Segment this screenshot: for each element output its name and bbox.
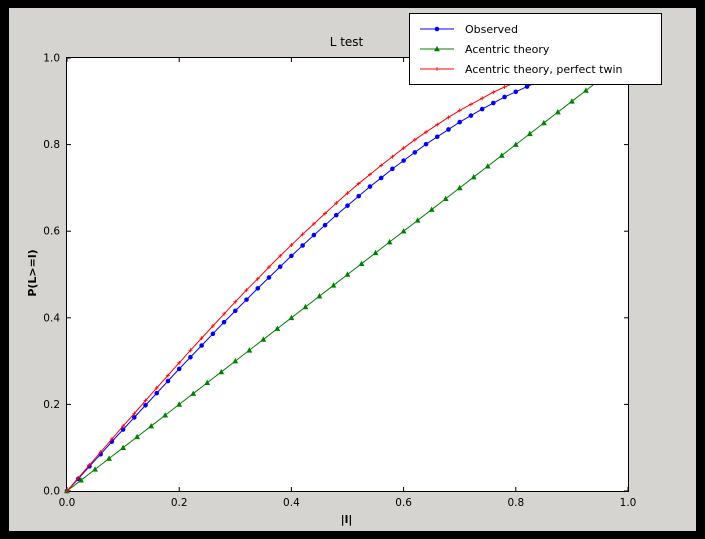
x-tick-label: 0.0 — [59, 497, 76, 509]
legend-item: Acentric theory, perfect twin — [418, 59, 651, 79]
legend-item: Observed — [418, 19, 651, 39]
chart-title: L test — [329, 35, 364, 49]
legend-item-label: Acentric theory, perfect twin — [465, 62, 623, 76]
legend-item-label: Acentric theory — [465, 42, 550, 56]
legend-line-sample — [420, 26, 454, 32]
legend-item-label: Observed — [465, 22, 518, 36]
y-tick-label: 0.2 — [43, 399, 60, 411]
legend: Observed Acentric theory Acentric theory, … — [409, 13, 662, 85]
x-tick-label: 0.8 — [507, 497, 524, 509]
x-axis-label: |l| — [340, 513, 353, 526]
legend-item: Acentric theory — [418, 39, 651, 59]
legend-line-sample — [420, 67, 454, 71]
x-tick-label: 1.0 — [620, 497, 637, 509]
series-line — [66, 76, 550, 492]
y-tick-label: 1.0 — [43, 53, 60, 65]
axes-area: 0.0 0.2 0.4 0.6 0.8 1.0 0.0 0.2 0.4 0.6 0.8 1.0 — [43, 53, 636, 510]
legend-line-sample — [420, 45, 454, 52]
y-tick-label: 0.4 — [43, 312, 60, 324]
series-line — [66, 68, 615, 492]
y-tick-label: 0.6 — [43, 226, 60, 238]
x-tick-label: 0.2 — [171, 497, 188, 509]
x-tick-label: 0.4 — [283, 497, 300, 509]
y-tick-label: 0.8 — [43, 139, 60, 151]
figure-area: L test 0.0 0.2 0.4 0.6 0.8 1.0 0.0 0.2 0.4 0.6 0.8… — [9, 8, 696, 531]
series-line — [66, 73, 539, 492]
y-axis-label: P(L>=l) — [26, 249, 39, 297]
x-tick-label: 0.6 — [395, 497, 412, 509]
legend-items: Observed Acentric theory Acentric theory, … — [418, 19, 651, 79]
y-tick-label: 0.0 — [43, 486, 60, 498]
plot-canvas: 0.0 0.2 0.4 0.6 0.8 1.0 0.0 0.2 0.4 0.6 0.8 1.0 — [43, 53, 636, 510]
